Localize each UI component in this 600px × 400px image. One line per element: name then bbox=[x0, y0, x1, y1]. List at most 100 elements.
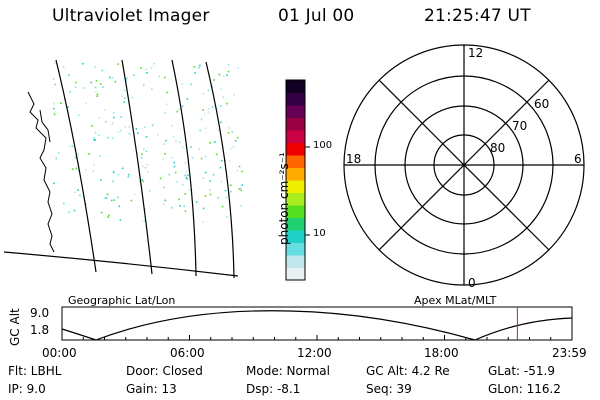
emission-dot bbox=[79, 194, 81, 197]
emission-dot bbox=[222, 96, 225, 98]
emission-dot bbox=[162, 158, 164, 161]
emission-dot bbox=[107, 136, 110, 139]
emission-dot bbox=[226, 74, 228, 76]
emission-dot bbox=[127, 176, 130, 178]
emission-dot bbox=[119, 219, 122, 221]
emission-dot bbox=[209, 141, 211, 144]
colorbar-cell bbox=[286, 192, 305, 206]
emission-dot bbox=[111, 123, 113, 125]
emission-dot bbox=[77, 189, 79, 191]
emission-dot bbox=[94, 131, 97, 134]
colorbar-cell bbox=[286, 92, 305, 106]
emission-dot bbox=[84, 169, 87, 171]
coastline bbox=[27, 91, 55, 253]
emission-dot bbox=[138, 180, 141, 183]
emission-dot bbox=[137, 132, 139, 134]
emission-dot bbox=[96, 95, 98, 97]
emission-dot bbox=[95, 79, 98, 82]
emission-dot bbox=[88, 153, 90, 155]
emission-dot bbox=[185, 170, 188, 173]
emission-dot bbox=[112, 137, 114, 139]
emission-dot bbox=[202, 177, 205, 179]
colorbar-cell bbox=[286, 217, 305, 231]
emission-dot bbox=[230, 190, 232, 193]
emission-dot bbox=[213, 79, 215, 81]
emission-dot bbox=[73, 191, 76, 194]
emission-dot bbox=[112, 122, 114, 124]
emission-dot bbox=[182, 146, 184, 149]
emission-dot bbox=[186, 98, 189, 100]
emission-dot bbox=[123, 97, 126, 100]
altitude-xtick-1800: 18:00 bbox=[424, 346, 459, 360]
emission-dot bbox=[181, 82, 184, 85]
info-gcalt: GC Alt: 4.2 Re bbox=[366, 364, 450, 378]
emission-dot bbox=[143, 84, 145, 87]
emission-dot bbox=[204, 195, 207, 197]
emission-dot bbox=[140, 67, 142, 69]
emission-dot bbox=[225, 196, 228, 199]
emission-dot bbox=[101, 69, 104, 72]
meridian-line bbox=[121, 59, 153, 275]
emission-dot bbox=[69, 91, 72, 93]
emission-dot bbox=[240, 205, 242, 207]
emission-dot bbox=[94, 139, 97, 141]
emission-dot bbox=[112, 170, 115, 173]
emission-dot bbox=[99, 155, 101, 157]
emission-dot bbox=[217, 197, 220, 199]
altitude-x-ticks bbox=[82, 335, 552, 340]
emission-dot bbox=[230, 147, 232, 150]
emission-dot bbox=[221, 205, 224, 208]
emission-dot bbox=[207, 89, 210, 92]
colorbar-tick-100: 100 bbox=[313, 140, 333, 151]
emission-dot bbox=[147, 171, 149, 173]
emission-dot bbox=[204, 127, 207, 129]
emission-dot bbox=[209, 180, 211, 182]
emission-dot bbox=[77, 169, 80, 172]
emission-dot bbox=[74, 155, 76, 158]
emission-dot bbox=[231, 130, 233, 133]
emission-dot bbox=[104, 197, 106, 199]
emission-dot bbox=[144, 126, 146, 129]
emission-dot bbox=[181, 105, 184, 108]
altitude-curve bbox=[61, 310, 573, 341]
emission-dot bbox=[52, 78, 55, 80]
colorbar-cell bbox=[286, 167, 305, 181]
polar-diagonal bbox=[378, 79, 550, 251]
apex-label: Apex MLat/MLT bbox=[414, 294, 497, 307]
emission-dot bbox=[100, 211, 103, 214]
emission-dot bbox=[67, 106, 69, 108]
emission-dot bbox=[238, 165, 241, 168]
emission-dot bbox=[165, 139, 167, 142]
emission-dot bbox=[228, 127, 231, 129]
emission-dot bbox=[241, 170, 243, 173]
emission-dot bbox=[93, 137, 96, 139]
emission-dot bbox=[163, 143, 166, 145]
emission-dot bbox=[149, 190, 151, 192]
polar-label-12: 12 bbox=[468, 46, 484, 60]
emission-dot bbox=[158, 75, 160, 78]
colorbar-cell bbox=[286, 255, 305, 268]
emission-dot bbox=[184, 193, 187, 195]
emission-dot bbox=[175, 140, 177, 142]
emission-dot bbox=[141, 153, 143, 156]
emission-dot bbox=[144, 166, 147, 169]
emission-dot bbox=[179, 205, 181, 207]
emission-dot bbox=[105, 197, 108, 199]
emission-dot bbox=[112, 171, 115, 174]
emission-dot bbox=[178, 108, 180, 111]
emission-dot bbox=[98, 117, 101, 119]
colorbar-cell bbox=[286, 155, 305, 168]
emission-dot bbox=[117, 196, 119, 199]
time-label: 21:25:47 UT bbox=[424, 6, 531, 26]
emission-dot bbox=[82, 62, 84, 65]
emission-dot bbox=[151, 124, 154, 127]
emission-dot bbox=[140, 156, 143, 159]
emission-dot bbox=[62, 66, 65, 68]
emission-dot bbox=[107, 216, 109, 218]
emission-dot bbox=[233, 94, 235, 96]
emission-dot bbox=[113, 199, 115, 201]
emission-dot bbox=[121, 95, 123, 98]
emission-dot bbox=[120, 116, 122, 118]
emission-dot bbox=[113, 116, 115, 119]
emission-dot bbox=[118, 205, 120, 208]
